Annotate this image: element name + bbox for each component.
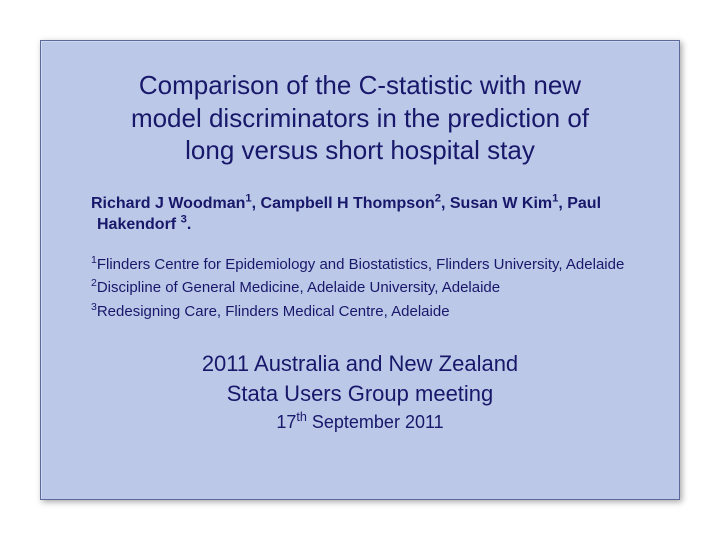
affiliation-row: 1Flinders Centre for Epidemiology and Bi… (91, 254, 645, 276)
event-date-pre: 17 (276, 412, 296, 432)
authors-block: Richard J Woodman1, Campbell H Thompson2… (91, 193, 645, 236)
authors-tail: . (187, 216, 191, 233)
title-line-2: model discriminators in the prediction o… (131, 103, 589, 133)
title-line-1: Comparison of the C-statistic with new (139, 70, 581, 100)
title-line-3: long versus short hospital stay (185, 135, 535, 165)
affiliation-row: 3Redesigning Care, Flinders Medical Cent… (91, 301, 645, 323)
affil-2-text: Discipline of General Medicine, Adelaide… (97, 279, 500, 296)
event-line-1: 2011 Australia and New Zealand (75, 349, 645, 379)
author-1-name: Richard J Woodman (91, 195, 245, 212)
affil-1-text: Flinders Centre for Epidemiology and Bio… (97, 256, 624, 273)
event-date-sup: th (296, 410, 307, 424)
author-3-name: , Susan W Kim (441, 195, 552, 212)
event-block: 2011 Australia and New Zealand Stata Use… (75, 349, 645, 435)
affiliations-block: 1Flinders Centre for Epidemiology and Bi… (91, 254, 645, 323)
event-date: 17th September 2011 (75, 410, 645, 434)
author-2-name: , Campbell H Thompson (252, 195, 435, 212)
event-date-post: September 2011 (307, 412, 444, 432)
slide-title: Comparison of the C-statistic with new m… (85, 69, 635, 167)
affil-3-text: Redesigning Care, Flinders Medical Centr… (97, 303, 450, 320)
event-line-2: Stata Users Group meeting (75, 379, 645, 409)
slide-frame: Comparison of the C-statistic with new m… (40, 40, 680, 500)
affiliation-row: 2Discipline of General Medicine, Adelaid… (91, 277, 645, 299)
